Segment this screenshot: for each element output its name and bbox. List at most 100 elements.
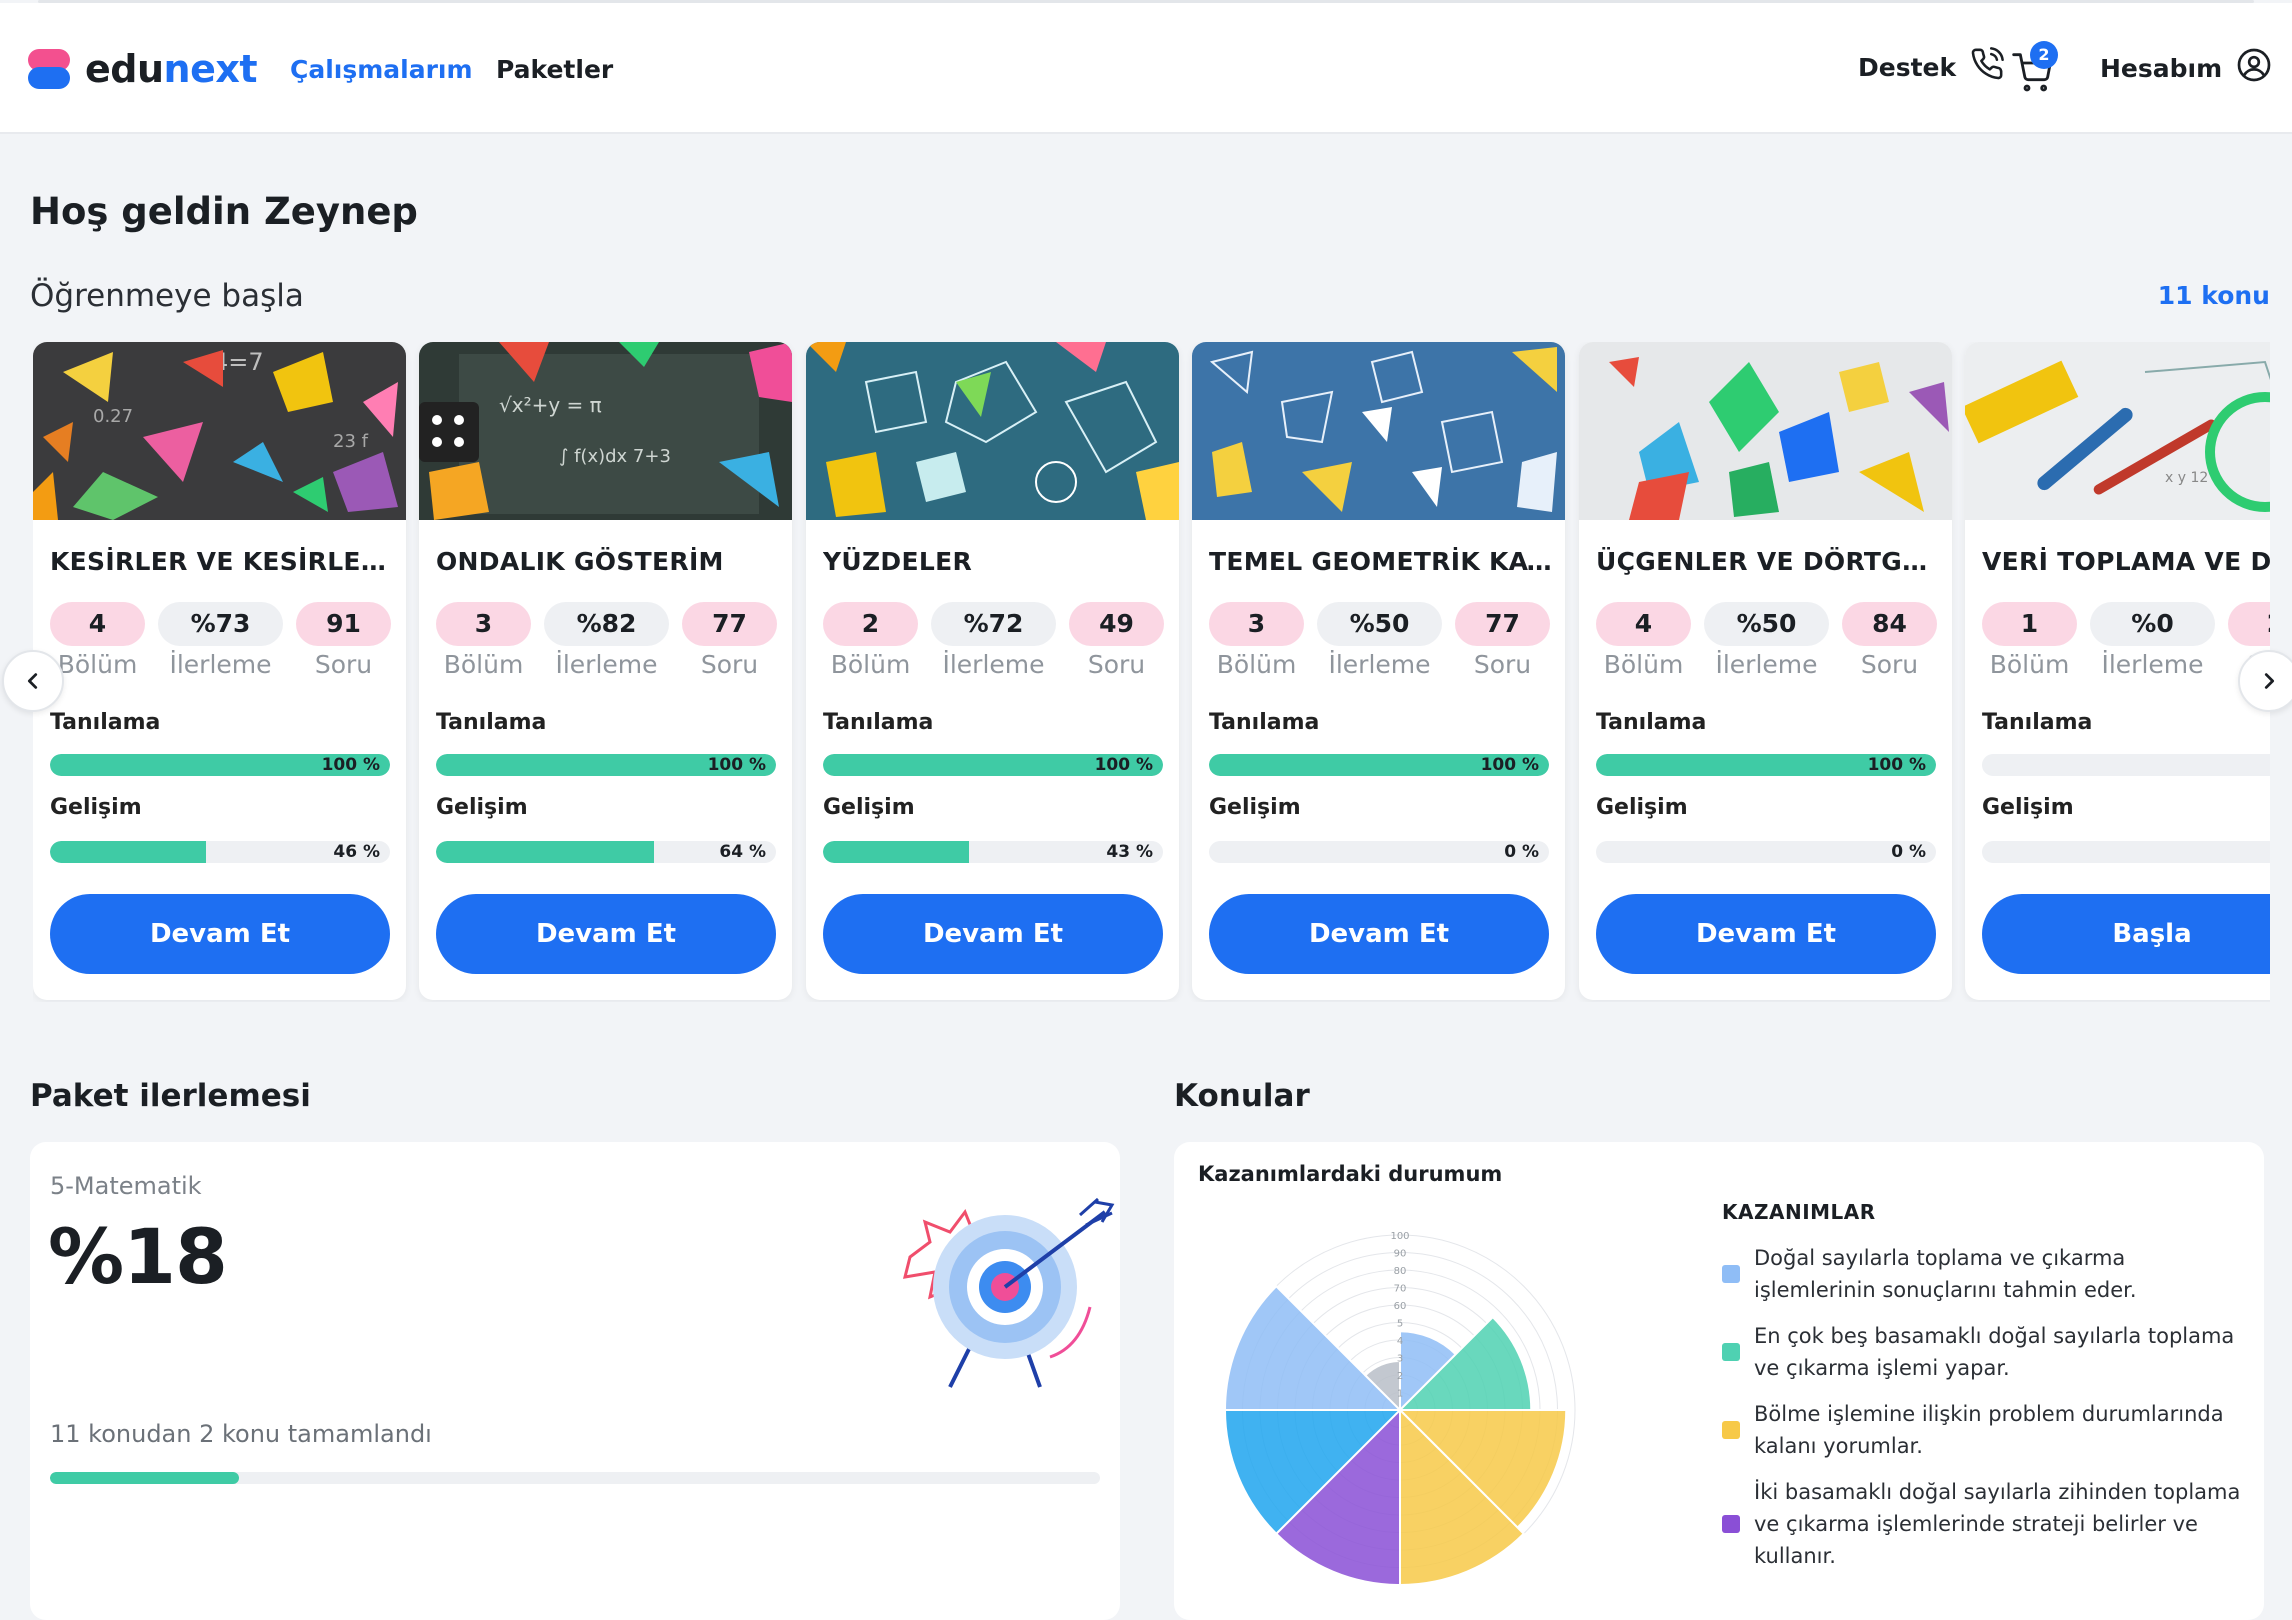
diagnosis-label: Tanılama <box>436 710 547 735</box>
logo-icon <box>28 49 70 89</box>
diagnosis-progress-bar <box>1982 754 2270 776</box>
questions-count: 84 <box>1842 602 1937 646</box>
package-progress-title: Paket ilerlemesi <box>30 1078 311 1114</box>
diagnosis-progress-fill <box>50 754 390 776</box>
sections-label: Bölüm <box>830 650 911 679</box>
polar-segment[interactable] <box>1363 1359 1401 1413</box>
progress-value: %50 <box>1704 602 1829 646</box>
course-card[interactable]: TEMEL GEOMETRİK KAVR... 3 %50 77 Bölüm İ… <box>1192 342 1565 1000</box>
questions-count: 49 <box>1069 602 1164 646</box>
welcome-title: Hoş geldin Zeynep <box>30 190 418 233</box>
top-border <box>38 0 2254 3</box>
questions-count: 77 <box>682 602 777 646</box>
start-button[interactable]: Başla <box>1982 894 2270 974</box>
course-image: √x²+y = π ∫ f(x)dx 7+3 <box>419 342 792 520</box>
legend-text: En çok beş basamaklı doğal sayılarla top… <box>1754 1324 2235 1380</box>
course-title: TEMEL GEOMETRİK KAVR... <box>1209 547 1554 576</box>
continue-button[interactable]: Devam Et <box>436 894 776 974</box>
sections-label: Bölüm <box>1989 650 2070 679</box>
polar-segment[interactable] <box>1223 1284 1403 1411</box>
svg-text:0.27: 0.27 <box>93 406 133 427</box>
carousel-next-button[interactable] <box>2238 650 2292 712</box>
cart-icon <box>2012 53 2052 92</box>
polar-segment[interactable] <box>1397 1315 1533 1411</box>
start-learning-title: Öğrenmeye başla <box>30 278 304 314</box>
legend-swatch <box>1722 1265 1740 1283</box>
course-card[interactable]: YÜZDELER 2 %72 49 Bölüm İlerleme Soru Ta… <box>806 342 1179 1000</box>
development-progress-bar: 64 % <box>436 841 776 863</box>
continue-button[interactable]: Devam Et <box>50 894 390 974</box>
development-progress-fill <box>50 841 207 863</box>
legend-text: Doğal sayılarla toplama ve çıkarma işlem… <box>1754 1246 2137 1302</box>
questions-label: Soru <box>1860 650 1919 679</box>
diagnosis-progress-text: 100 % <box>321 755 380 775</box>
package-progress-fill <box>50 1472 239 1484</box>
course-stats: 1 %0 2 Bölüm İlerleme Soru <box>1982 602 2270 682</box>
sections-label: Bölüm <box>1216 650 1297 679</box>
nav-calismalarim[interactable]: Çalışmalarım <box>290 55 473 84</box>
top-header: edunext Çalışmalarım Paketler Destek 2 H… <box>0 3 2292 134</box>
development-progress-bar: 43 % <box>823 841 1163 863</box>
chevron-left-icon <box>27 673 38 689</box>
logo-text: edunext <box>85 47 258 91</box>
legend-swatch <box>1722 1421 1740 1439</box>
questions-label: Soru <box>314 650 373 679</box>
axis-tick-label: 1 <box>1397 1389 1403 1400</box>
target-illustration <box>890 1197 1130 1401</box>
course-card[interactable]: 4=7 0.27 23 f KESİRLER VE KESİRLERD... 4… <box>33 342 406 1000</box>
polar-segment[interactable] <box>1399 1330 1458 1413</box>
cart-count-badge: 2 <box>2030 41 2058 69</box>
course-stats: 4 %50 84 Bölüm İlerleme Soru <box>1596 602 1941 682</box>
account-menu[interactable]: Hesabım <box>2100 47 2272 89</box>
support-link[interactable]: Destek <box>1858 47 2004 87</box>
diagnosis-progress-fill <box>823 754 1163 776</box>
course-card[interactable]: x y 12 VERİ TOPLAMA VE DEĞ 1 %0 2 Bölüm … <box>1965 342 2270 1000</box>
svg-text:∫ f(x)dx 7+3: ∫ f(x)dx 7+3 <box>559 446 671 467</box>
diagnosis-progress-text: 100 % <box>1094 755 1153 775</box>
development-label: Gelişim <box>436 795 528 820</box>
axis-tick-label: 4 <box>1397 1336 1403 1347</box>
package-progress-panel: 5-Matematik %18 11 konudan 2 konu tamaml… <box>30 1142 1120 1620</box>
sections-label: Bölüm <box>1603 650 1684 679</box>
axis-tick-label: 100 <box>1390 1231 1409 1242</box>
development-progress-fill <box>823 841 970 863</box>
course-card[interactable]: ÜÇGENLER VE DÖRTGEN... 4 %50 84 Bölüm İl… <box>1579 342 1952 1000</box>
diagnosis-progress-fill <box>1596 754 1936 776</box>
axis-tick-label: 5 <box>1397 1319 1403 1330</box>
course-stats: 3 %50 77 Bölüm İlerleme Soru <box>1209 602 1554 682</box>
logo[interactable]: edunext <box>28 47 258 91</box>
diagnosis-progress-bar: 100 % <box>1209 754 1549 776</box>
topic-count-link[interactable]: 11 konu <box>2157 281 2270 310</box>
svg-text:√x²+y = π: √x²+y = π <box>499 393 602 417</box>
polar-segment[interactable] <box>1397 1409 1568 1529</box>
continue-button[interactable]: Devam Et <box>823 894 1163 974</box>
development-progress-text: 43 % <box>1106 842 1153 862</box>
topics-panel: Kazanımlardaki durumum 100 90 80 70 60 5 4 3 2 1 … <box>1174 1142 2264 1620</box>
account-label: Hesabım <box>2100 53 2223 83</box>
progress-label: İlerleme <box>942 650 1045 679</box>
nav-paketler[interactable]: Paketler <box>496 55 614 84</box>
course-image <box>1192 342 1565 520</box>
course-title: KESİRLER VE KESİRLERD... <box>50 547 395 576</box>
progress-value: %72 <box>931 602 1056 646</box>
sections-count: 1 <box>1982 602 2077 646</box>
legend-item: Bölme işlemine ilişkin problem durumları… <box>1722 1398 2242 1462</box>
questions-label: Soru <box>1087 650 1146 679</box>
polar-segment[interactable] <box>1274 1407 1401 1587</box>
carousel-prev-button[interactable] <box>2 650 64 712</box>
progress-label: İlerleme <box>555 650 658 679</box>
polar-segment[interactable] <box>1399 1407 1526 1587</box>
course-title: YÜZDELER <box>823 547 973 576</box>
diagnosis-label: Tanılama <box>823 710 934 735</box>
legend-item: Doğal sayılarla toplama ve çıkarma işlem… <box>1722 1242 2242 1306</box>
course-card[interactable]: √x²+y = π ∫ f(x)dx 7+3 ONDALIK GÖSTERİM … <box>419 342 792 1000</box>
polar-segment[interactable] <box>1223 1409 1403 1536</box>
continue-button[interactable]: Devam Et <box>1209 894 1549 974</box>
diagnosis-progress-bar: 100 % <box>1596 754 1936 776</box>
diagnosis-label: Tanılama <box>1982 710 2093 735</box>
cart-button[interactable] <box>2012 53 2052 93</box>
continue-button[interactable]: Devam Et <box>1596 894 1936 974</box>
progress-value: %82 <box>544 602 669 646</box>
diagnosis-progress-bar: 100 % <box>50 754 390 776</box>
development-progress-bar <box>1982 841 2270 863</box>
